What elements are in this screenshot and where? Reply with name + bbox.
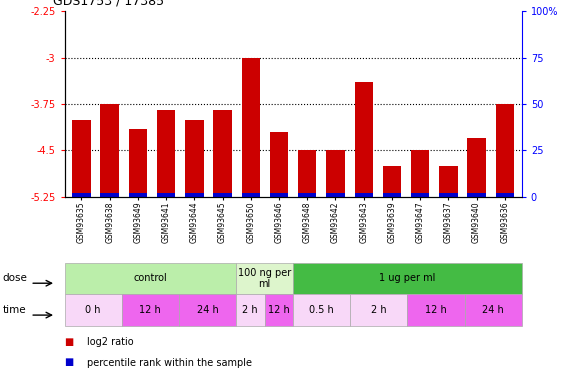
Bar [327, 193, 344, 197]
Bar [65, 294, 122, 326]
Bar [327, 150, 344, 197]
Bar [65, 262, 236, 294]
Bar [236, 262, 293, 294]
Text: 1 ug per ml: 1 ug per ml [379, 273, 435, 284]
Text: 24 h: 24 h [196, 305, 218, 315]
Text: log2 ratio: log2 ratio [87, 337, 134, 347]
Bar [157, 110, 175, 197]
Bar [298, 150, 316, 197]
Text: time: time [3, 305, 26, 315]
Bar [242, 193, 260, 197]
Text: 12 h: 12 h [425, 305, 447, 315]
Text: 0.5 h: 0.5 h [309, 305, 334, 315]
Bar [185, 120, 204, 197]
Bar [355, 193, 373, 197]
Bar [465, 294, 522, 326]
Text: 12 h: 12 h [268, 305, 289, 315]
Text: 24 h: 24 h [482, 305, 504, 315]
Bar [72, 120, 91, 197]
Text: dose: dose [3, 273, 27, 284]
Bar [411, 193, 429, 197]
Bar [213, 110, 232, 197]
Bar [293, 294, 350, 326]
Bar [128, 129, 147, 197]
Bar [157, 193, 175, 197]
Bar [467, 138, 486, 197]
Bar [242, 58, 260, 197]
Bar [179, 294, 236, 326]
Text: ■: ■ [65, 357, 73, 368]
Text: ■: ■ [65, 337, 73, 347]
Text: GDS1753 / 17385: GDS1753 / 17385 [53, 0, 164, 8]
Text: 100 ng per
ml: 100 ng per ml [238, 268, 291, 289]
Text: percentile rank within the sample: percentile rank within the sample [87, 357, 252, 368]
Bar [495, 193, 514, 197]
Text: 2 h: 2 h [371, 305, 387, 315]
Bar [72, 193, 91, 197]
Bar [383, 166, 401, 197]
Bar [439, 193, 458, 197]
Bar [293, 262, 522, 294]
Text: 12 h: 12 h [139, 305, 161, 315]
Bar [350, 294, 407, 326]
Text: 2 h: 2 h [242, 305, 258, 315]
Bar [100, 193, 119, 197]
Bar [185, 193, 204, 197]
Bar [236, 294, 265, 326]
Bar [495, 104, 514, 197]
Text: control: control [134, 273, 167, 284]
Bar [383, 193, 401, 197]
Bar [270, 193, 288, 197]
Bar [411, 150, 429, 197]
Bar [298, 193, 316, 197]
Bar [467, 193, 486, 197]
Bar [213, 193, 232, 197]
Text: 0 h: 0 h [85, 305, 101, 315]
Bar [100, 104, 119, 197]
Bar [355, 82, 373, 197]
Bar [265, 294, 293, 326]
Bar [128, 193, 147, 197]
Bar [270, 132, 288, 197]
Bar [439, 166, 458, 197]
Bar [122, 294, 179, 326]
Bar [407, 294, 465, 326]
